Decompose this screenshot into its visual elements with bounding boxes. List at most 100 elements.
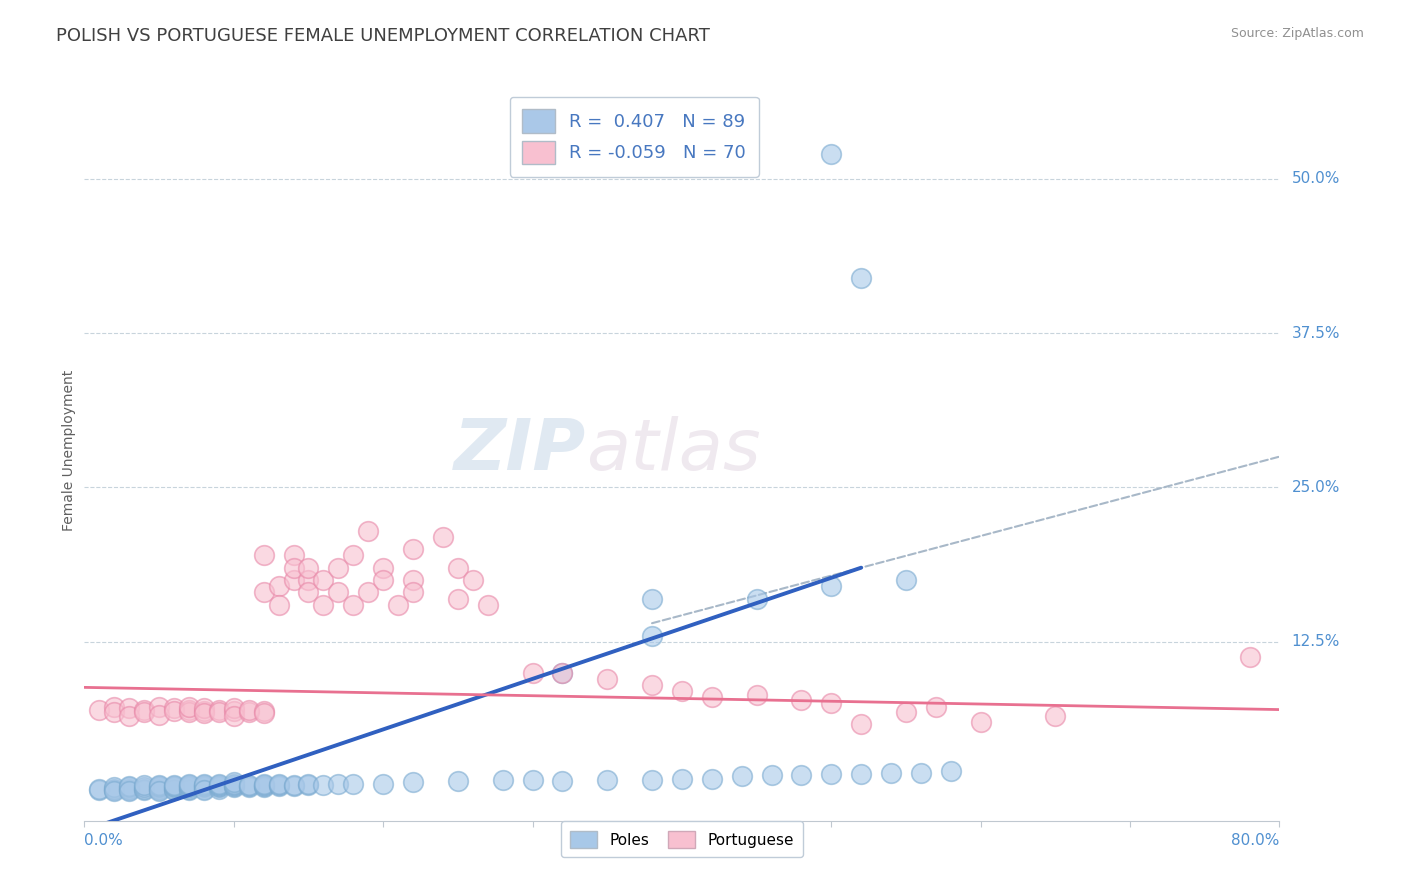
- Point: [253, 704, 276, 718]
- Point: [177, 781, 200, 796]
- Point: [148, 784, 170, 798]
- Point: [118, 779, 141, 793]
- Point: [132, 778, 156, 792]
- Point: [267, 579, 290, 593]
- Point: [522, 772, 544, 787]
- Point: [641, 772, 664, 787]
- Point: [328, 560, 350, 574]
- Point: [283, 549, 305, 563]
- Point: [700, 772, 723, 786]
- Point: [447, 591, 470, 606]
- Point: [790, 768, 813, 782]
- Point: [177, 780, 200, 795]
- Text: POLISH VS PORTUGUESE FEMALE UNEMPLOYMENT CORRELATION CHART: POLISH VS PORTUGUESE FEMALE UNEMPLOYMENT…: [56, 27, 710, 45]
- Point: [253, 780, 276, 795]
- Point: [89, 781, 111, 796]
- Point: [820, 147, 842, 161]
- Point: [193, 704, 215, 718]
- Point: [297, 585, 319, 599]
- Point: [148, 779, 170, 793]
- Text: 25.0%: 25.0%: [1292, 480, 1340, 495]
- Point: [238, 703, 260, 717]
- Point: [238, 705, 260, 719]
- Y-axis label: Female Unemployment: Female Unemployment: [62, 370, 76, 531]
- Point: [267, 776, 290, 791]
- Point: [312, 598, 335, 612]
- Point: [177, 782, 200, 797]
- Point: [208, 781, 231, 796]
- Point: [163, 778, 186, 792]
- Point: [163, 701, 186, 715]
- Point: [193, 701, 215, 715]
- Point: [402, 585, 425, 599]
- Point: [148, 780, 170, 795]
- Point: [208, 703, 231, 717]
- Point: [671, 772, 693, 786]
- Point: [939, 764, 962, 779]
- Text: ZIP: ZIP: [454, 416, 586, 485]
- Point: [238, 779, 260, 793]
- Point: [208, 780, 231, 795]
- Point: [820, 579, 842, 593]
- Point: [700, 690, 723, 705]
- Point: [851, 766, 873, 780]
- Point: [925, 700, 948, 714]
- Point: [373, 573, 395, 587]
- Point: [894, 573, 917, 587]
- Point: [177, 705, 200, 719]
- Point: [297, 776, 319, 791]
- Point: [402, 542, 425, 557]
- Point: [148, 778, 170, 792]
- Point: [163, 780, 186, 795]
- Point: [551, 665, 574, 680]
- Text: Source: ZipAtlas.com: Source: ZipAtlas.com: [1230, 27, 1364, 40]
- Point: [163, 704, 186, 718]
- Point: [118, 701, 141, 715]
- Point: [208, 705, 231, 719]
- Point: [373, 776, 395, 791]
- Point: [910, 765, 932, 780]
- Point: [193, 782, 215, 797]
- Point: [148, 707, 170, 722]
- Point: [118, 784, 141, 798]
- Point: [357, 524, 380, 538]
- Point: [312, 778, 335, 792]
- Legend: Poles, Portuguese: Poles, Portuguese: [561, 822, 803, 857]
- Point: [328, 585, 350, 599]
- Point: [596, 772, 619, 787]
- Point: [177, 779, 200, 793]
- Point: [148, 782, 170, 797]
- Point: [253, 776, 276, 791]
- Point: [118, 708, 141, 723]
- Point: [820, 697, 842, 711]
- Point: [373, 560, 395, 574]
- Point: [132, 705, 156, 719]
- Point: [297, 560, 319, 574]
- Point: [222, 780, 245, 795]
- Point: [208, 776, 231, 791]
- Point: [432, 530, 454, 544]
- Point: [132, 781, 156, 796]
- Point: [283, 779, 305, 793]
- Point: [208, 779, 231, 793]
- Point: [222, 776, 245, 791]
- Point: [238, 778, 260, 792]
- Point: [447, 560, 470, 574]
- Point: [103, 700, 125, 714]
- Point: [880, 765, 903, 780]
- Point: [193, 781, 215, 796]
- Point: [820, 766, 842, 780]
- Point: [253, 706, 276, 721]
- Point: [551, 774, 574, 789]
- Point: [745, 688, 768, 702]
- Point: [148, 700, 170, 714]
- Point: [253, 549, 276, 563]
- Point: [477, 598, 499, 612]
- Point: [148, 781, 170, 796]
- Point: [641, 678, 664, 692]
- Point: [596, 672, 619, 686]
- Point: [193, 706, 215, 721]
- Point: [193, 776, 215, 791]
- Point: [253, 778, 276, 792]
- Point: [671, 684, 693, 698]
